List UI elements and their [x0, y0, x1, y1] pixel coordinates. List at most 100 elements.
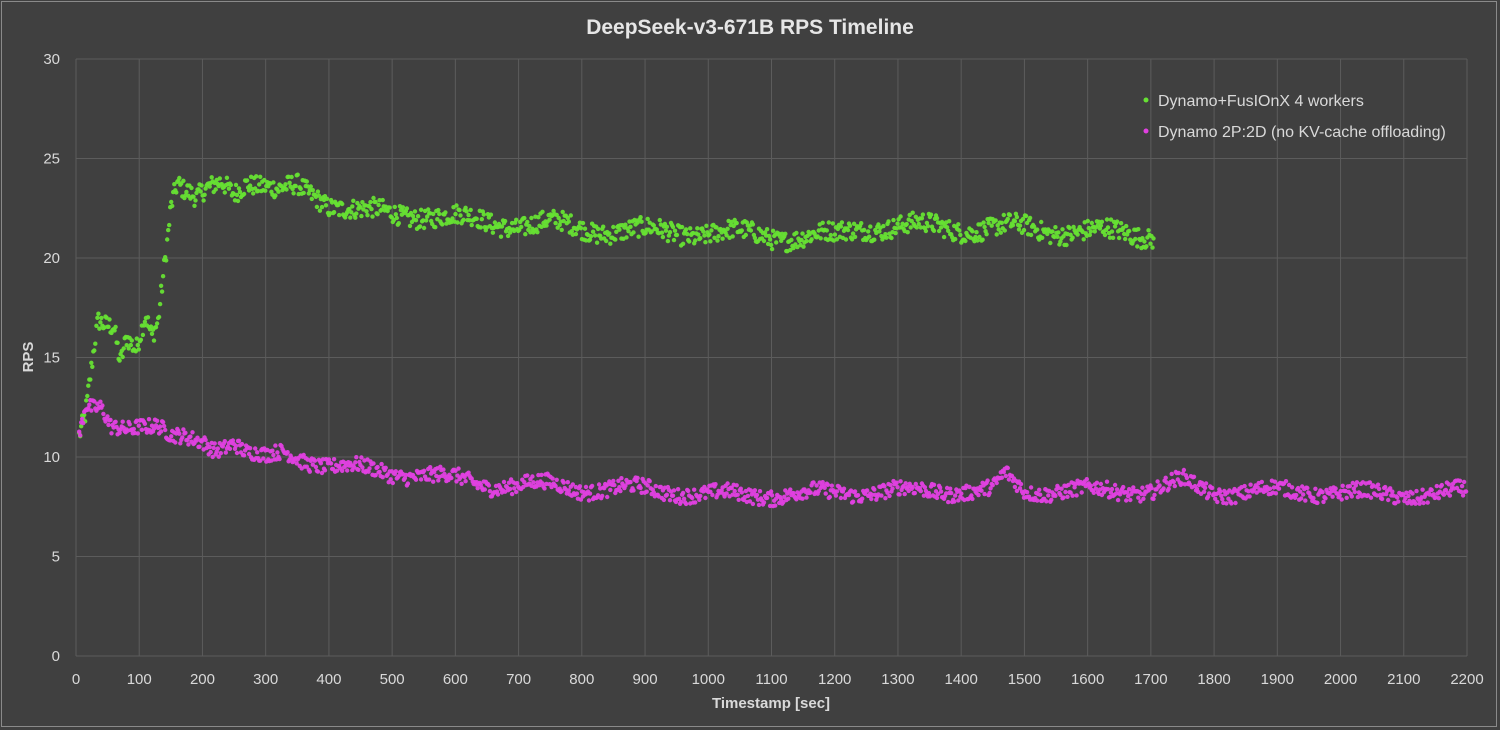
- data-point: [139, 427, 145, 432]
- data-point: [783, 488, 788, 493]
- data-point: [236, 438, 242, 443]
- data-point: [1140, 485, 1145, 490]
- data-point: [1081, 237, 1086, 242]
- data-point: [298, 186, 303, 191]
- data-point: [601, 224, 606, 229]
- data-point: [1388, 486, 1393, 491]
- data-point: [614, 229, 619, 234]
- data-point: [566, 488, 571, 493]
- data-point: [1330, 494, 1335, 499]
- x-tick-label: 1000: [692, 671, 725, 688]
- data-point: [233, 182, 239, 188]
- data-point: [956, 222, 961, 227]
- data-point: [135, 431, 140, 436]
- data-point: [393, 212, 398, 217]
- data-point: [835, 226, 841, 232]
- data-point: [178, 441, 183, 446]
- data-point: [589, 483, 595, 489]
- data-point: [89, 408, 94, 413]
- data-point: [96, 311, 101, 316]
- data-point: [90, 364, 95, 369]
- data-point: [734, 483, 739, 488]
- data-point: [509, 491, 515, 497]
- data-point: [99, 315, 104, 321]
- data-point: [698, 236, 703, 241]
- data-point: [788, 487, 793, 492]
- data-point: [87, 402, 92, 407]
- data-point: [97, 326, 102, 331]
- data-point: [140, 332, 146, 338]
- data-point: [191, 194, 196, 199]
- data-point: [994, 480, 999, 486]
- data-point: [661, 497, 667, 503]
- data-point: [403, 472, 409, 478]
- data-point: [241, 453, 247, 458]
- data-point: [348, 215, 353, 220]
- data-point: [692, 487, 697, 492]
- data-point: [1107, 235, 1113, 240]
- data-point: [851, 221, 857, 226]
- data-point: [631, 230, 636, 235]
- data-point: [884, 235, 889, 240]
- data-point: [77, 429, 82, 434]
- data-point: [739, 228, 744, 233]
- data-point: [322, 468, 328, 473]
- data-point: [1396, 499, 1401, 504]
- data-point: [453, 211, 458, 217]
- data-point: [228, 182, 234, 188]
- data-point: [1044, 499, 1049, 504]
- data-point: [380, 475, 385, 480]
- x-tick-label: 200: [190, 671, 215, 688]
- data-point: [380, 197, 385, 203]
- data-point: [113, 324, 118, 330]
- data-point: [681, 496, 687, 501]
- data-point: [872, 487, 877, 492]
- data-point: [838, 495, 844, 501]
- data-point: [263, 188, 268, 193]
- data-point: [770, 228, 776, 233]
- data-point: [732, 488, 737, 494]
- data-point: [277, 456, 282, 462]
- data-point: [80, 416, 85, 422]
- data-point: [1224, 501, 1229, 506]
- data-point: [587, 237, 593, 242]
- data-point: [208, 449, 213, 455]
- data-point: [522, 215, 527, 221]
- data-point: [695, 226, 700, 231]
- data-point: [463, 205, 468, 210]
- data-point: [369, 206, 374, 212]
- data-point: [375, 464, 380, 470]
- data-point: [953, 236, 958, 242]
- data-point: [724, 491, 729, 496]
- data-point: [1053, 493, 1058, 498]
- data-point: [134, 336, 139, 341]
- data-point: [308, 184, 313, 189]
- data-point: [373, 199, 378, 205]
- data-point: [814, 483, 819, 488]
- data-point: [578, 226, 584, 231]
- data-point: [1458, 489, 1464, 494]
- data-point: [852, 234, 858, 240]
- data-point: [407, 223, 413, 229]
- x-tick-label: 300: [253, 671, 278, 688]
- data-point: [631, 488, 636, 493]
- data-point: [1205, 494, 1211, 499]
- data-point: [561, 480, 566, 485]
- data-point: [404, 206, 410, 211]
- data-point: [984, 232, 989, 237]
- data-point: [1135, 244, 1140, 249]
- data-point: [258, 174, 263, 179]
- data-point: [440, 222, 445, 227]
- data-point: [1191, 474, 1197, 479]
- data-point: [595, 493, 601, 498]
- data-point: [1005, 465, 1010, 471]
- data-point: [761, 238, 767, 244]
- data-point: [882, 484, 887, 489]
- data-point: [1014, 488, 1020, 494]
- data-point: [1094, 480, 1100, 485]
- data-point: [318, 461, 324, 466]
- data-point: [247, 183, 253, 188]
- data-point: [199, 183, 204, 188]
- data-point: [607, 231, 612, 236]
- data-point: [251, 191, 256, 196]
